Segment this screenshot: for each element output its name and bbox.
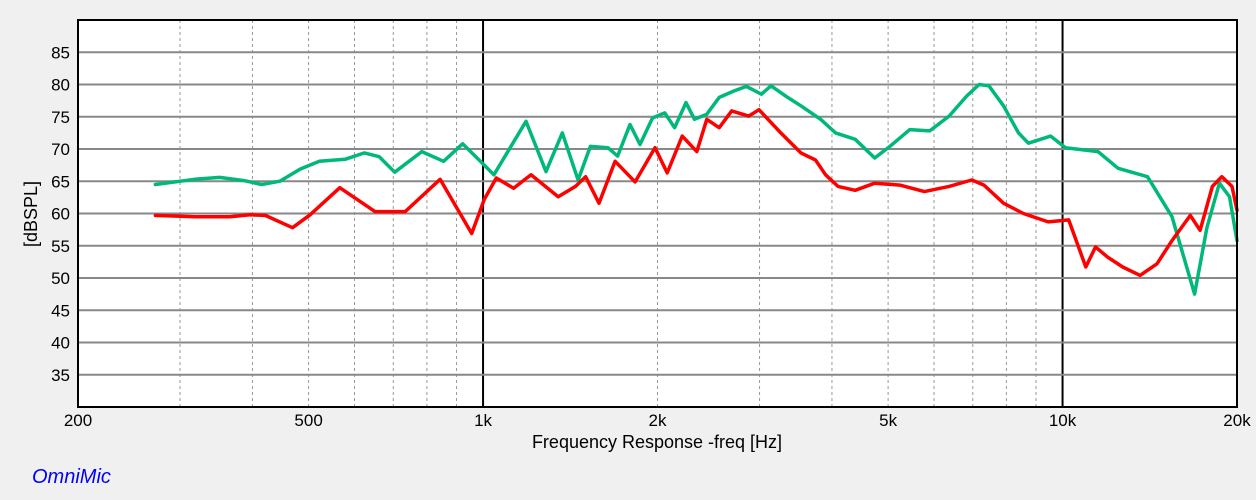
x-tick-label: 1k (474, 411, 492, 430)
x-tick-label: 200 (64, 411, 92, 430)
x-axis-label: Frequency Response -freq [Hz] (532, 432, 782, 452)
x-tick-label: 10k (1049, 411, 1077, 430)
y-tick-label: 55 (51, 237, 70, 256)
y-tick-label: 60 (51, 205, 70, 224)
series-line-red (153, 107, 1239, 278)
y-tick-label: 40 (51, 334, 70, 353)
y-axis-label: [dBSPL] (21, 181, 41, 247)
x-tick-label: 2k (649, 411, 667, 430)
y-tick-label: 85 (51, 43, 70, 62)
series-line-green (153, 82, 1239, 296)
y-tick-label: 65 (51, 172, 70, 191)
y-tick-label: 45 (51, 301, 70, 320)
y-tick-label: 70 (51, 140, 70, 159)
omnimic-brand-label: OmniMic (32, 466, 111, 488)
y-tick-label: 75 (51, 108, 70, 127)
plot-frame (77, 19, 1238, 408)
y-tick-label: 80 (51, 76, 70, 95)
series-group (153, 82, 1239, 296)
x-tick-label: 5k (879, 411, 897, 430)
x-tick-labels: 200 500 1k 2k 5k 10k 20k (64, 411, 1251, 430)
x-tick-label: 20k (1223, 411, 1251, 430)
y-tick-labels: 35 40 45 50 55 60 65 70 75 80 85 (51, 43, 70, 385)
y-tick-label: 50 (51, 269, 70, 288)
y-tick-label: 35 (51, 366, 70, 385)
x-tick-label: 500 (294, 411, 322, 430)
